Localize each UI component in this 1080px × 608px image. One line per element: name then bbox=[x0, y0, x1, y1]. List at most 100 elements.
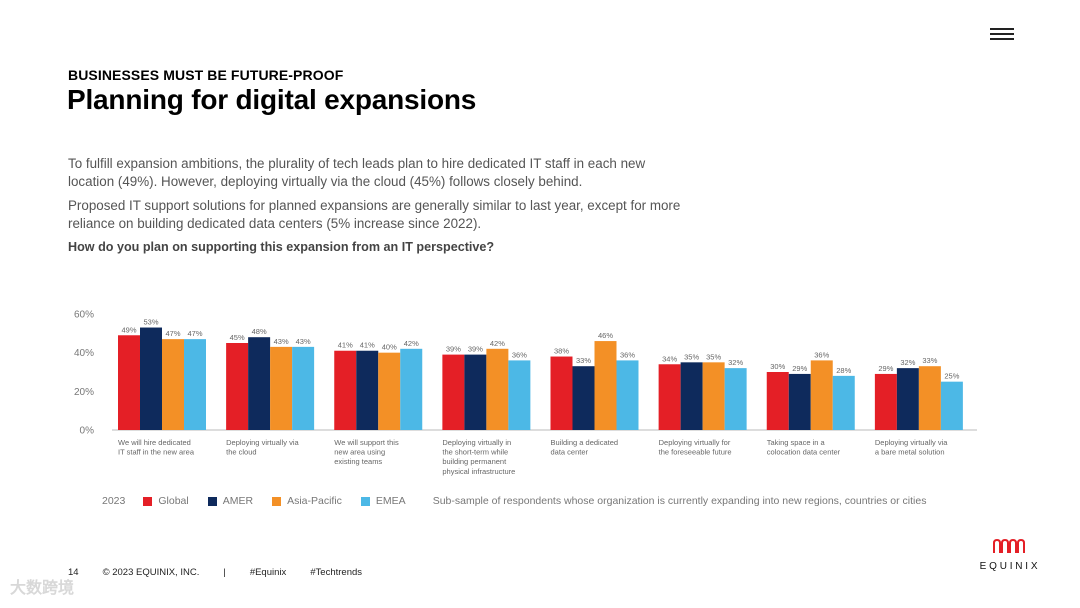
data-label: 45% bbox=[230, 333, 245, 342]
bar-global bbox=[226, 343, 249, 430]
category-label: Taking space in a colocation data center bbox=[767, 438, 841, 457]
data-label: 42% bbox=[404, 339, 419, 348]
data-label: 41% bbox=[360, 341, 375, 350]
y-tick-label: 0% bbox=[80, 426, 95, 437]
data-label: 36% bbox=[512, 350, 527, 359]
hamburger-menu-icon[interactable] bbox=[990, 28, 1014, 42]
data-label: 39% bbox=[468, 345, 483, 354]
bar-global bbox=[442, 354, 465, 430]
section-kicker: BUSINESSES MUST BE FUTURE-PROOF bbox=[68, 67, 344, 83]
copyright: © 2023 EQUINIX, INC. bbox=[102, 567, 200, 578]
data-label: 38% bbox=[554, 347, 569, 356]
bar-amer bbox=[572, 366, 595, 430]
legend-swatch-asia-pacific bbox=[272, 496, 282, 506]
data-label: 43% bbox=[274, 337, 289, 346]
bar-asia-pacific bbox=[378, 352, 401, 430]
category-label: Deploying virtually via the cloud bbox=[226, 438, 299, 457]
bar-global bbox=[766, 372, 789, 430]
category-label: We will support this new area using existi… bbox=[334, 438, 399, 466]
bar-amer bbox=[356, 350, 379, 430]
data-label: 36% bbox=[814, 350, 829, 359]
legend-year: 2023 bbox=[102, 495, 126, 507]
legend-item-amer: AMER bbox=[207, 495, 253, 507]
data-label: 25% bbox=[944, 372, 959, 381]
intro-paragraph-2: Proposed IT support solutions for planne… bbox=[68, 198, 681, 231]
legend-swatch-amer bbox=[207, 496, 217, 506]
data-label: 48% bbox=[252, 327, 267, 336]
category-label: Deploying virtually in the short-term whi… bbox=[442, 438, 515, 476]
y-tick-label: 20% bbox=[74, 387, 94, 398]
category-label: Deploying virtually via a bare metal solu… bbox=[875, 438, 948, 457]
bar-asia-pacific bbox=[162, 339, 184, 430]
data-label: 53% bbox=[143, 318, 158, 327]
data-label: 46% bbox=[598, 331, 613, 340]
bar-global bbox=[118, 335, 140, 430]
bar-amer bbox=[464, 354, 487, 430]
data-label: 47% bbox=[165, 329, 180, 338]
legend-swatch-emea bbox=[360, 496, 370, 506]
bar-asia-pacific bbox=[810, 360, 833, 430]
logo-wordmark: EQUINIX bbox=[979, 561, 1041, 572]
category-label: We will hire dedicated IT staff in the ne… bbox=[118, 438, 195, 457]
data-label: 29% bbox=[792, 364, 807, 373]
intro-paragraph-1: To fulfill expansion ambitions, the plur… bbox=[68, 156, 646, 189]
legend-swatch-global bbox=[143, 496, 153, 506]
bar-asia-pacific bbox=[702, 362, 725, 430]
bar-emea bbox=[832, 375, 855, 430]
bar-global bbox=[874, 373, 897, 430]
data-label: 29% bbox=[878, 364, 893, 373]
category-label: Deploying virtually for the foreseeable f… bbox=[659, 438, 732, 457]
bar-asia-pacific bbox=[270, 346, 293, 430]
bar-amer bbox=[248, 337, 271, 430]
bar-amer bbox=[140, 327, 162, 430]
bar-global bbox=[334, 350, 357, 430]
data-label: 36% bbox=[620, 350, 635, 359]
data-label: 35% bbox=[706, 352, 721, 361]
bar-emea bbox=[184, 339, 206, 430]
data-label: 47% bbox=[187, 329, 202, 338]
data-label: 34% bbox=[662, 354, 677, 363]
data-label: 28% bbox=[836, 366, 851, 375]
hashtag-techtrends: #Techtrends bbox=[310, 567, 363, 578]
data-label: 35% bbox=[684, 352, 699, 361]
category-label: Building a dedicated data center bbox=[551, 438, 619, 457]
bar-amer bbox=[680, 362, 703, 430]
data-label: 32% bbox=[728, 358, 743, 367]
bar-asia-pacific bbox=[594, 341, 617, 430]
equinix-logo-icon bbox=[993, 538, 1025, 553]
bar-amer bbox=[788, 373, 811, 430]
footer: 14 © 2023 EQUINIX, INC. | #Equinix #Tech… bbox=[68, 567, 386, 578]
bar-emea bbox=[724, 368, 747, 430]
bar-emea bbox=[292, 346, 315, 430]
hashtag-equinix: #Equinix bbox=[249, 567, 287, 578]
legend-item-emea: EMEA bbox=[360, 495, 406, 507]
y-tick-label: 40% bbox=[74, 348, 94, 359]
bar-emea bbox=[940, 381, 963, 430]
survey-question: How do you plan on supporting this expan… bbox=[68, 240, 495, 254]
data-label: 42% bbox=[490, 339, 505, 348]
data-label: 30% bbox=[770, 362, 785, 371]
bar-emea bbox=[400, 348, 423, 430]
data-label: 41% bbox=[338, 341, 353, 350]
data-label: 43% bbox=[296, 337, 311, 346]
watermark: 大数跨境 bbox=[10, 580, 75, 597]
bar-amer bbox=[896, 368, 919, 430]
data-label: 33% bbox=[922, 356, 937, 365]
data-label: 49% bbox=[121, 325, 136, 334]
data-label: 39% bbox=[446, 345, 461, 354]
bar-global bbox=[658, 364, 681, 430]
data-label: 32% bbox=[900, 358, 915, 367]
footer-separator: | bbox=[223, 567, 226, 578]
legend-item-global: Global bbox=[143, 495, 189, 507]
data-label: 33% bbox=[576, 356, 591, 365]
bar-asia-pacific bbox=[918, 366, 941, 430]
bar-emea bbox=[616, 360, 639, 430]
bar-emea bbox=[508, 360, 531, 430]
equinix-logo: EQUINIX bbox=[970, 538, 1050, 572]
bar-asia-pacific bbox=[486, 348, 509, 430]
y-tick-label: 60% bbox=[74, 310, 94, 321]
legend-item-asia-pacific: Asia-Pacific bbox=[272, 495, 342, 507]
sample-note: Sub-sample of respondents whose organiza… bbox=[432, 495, 927, 507]
chart-legend: 2023 Global AMER Asia-Pacific EMEA Sub-s… bbox=[102, 494, 926, 508]
bar-chart: 0% 20% 40% 60% 49% 53% 47% 47% We will hire dedi… bbox=[74, 310, 977, 476]
